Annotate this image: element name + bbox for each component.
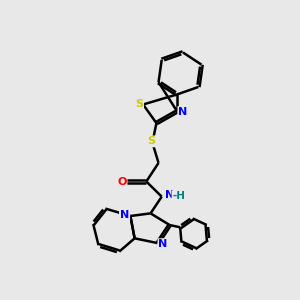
Text: N: N [178, 107, 188, 117]
Text: N: N [164, 190, 174, 200]
Text: S: S [135, 99, 143, 109]
Text: N: N [120, 211, 129, 220]
Text: N: N [158, 239, 168, 249]
Text: -H: -H [172, 191, 185, 201]
Text: S: S [147, 136, 155, 146]
Text: O: O [117, 176, 127, 187]
